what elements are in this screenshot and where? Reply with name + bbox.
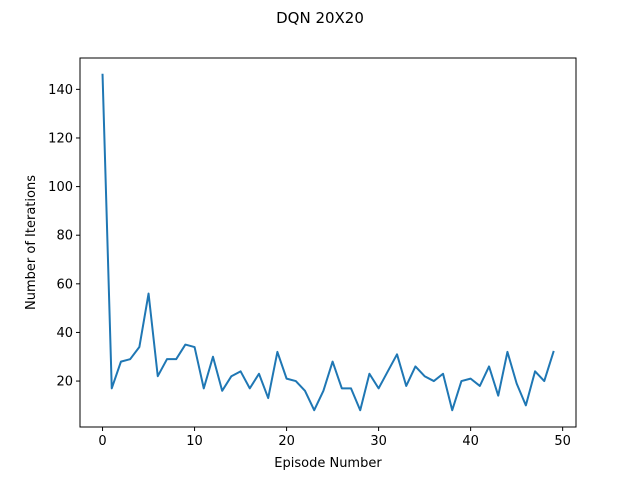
data-point	[102, 74, 104, 76]
data-point	[359, 409, 361, 411]
data-point	[368, 373, 370, 375]
data-point	[148, 293, 150, 295]
data-point	[543, 380, 545, 382]
data-point	[157, 375, 159, 377]
data-point	[534, 370, 536, 372]
data-point	[212, 356, 214, 358]
data-point	[267, 397, 269, 399]
data-point	[516, 382, 518, 384]
data-point	[488, 365, 490, 367]
data-point	[460, 380, 462, 382]
data-point	[470, 378, 472, 380]
data-point	[276, 351, 278, 353]
y-tick-label: 80	[56, 229, 73, 244]
data-point	[451, 409, 453, 411]
y-axis-label: Number of Iterations	[24, 175, 39, 310]
data-point	[341, 387, 343, 389]
data-point	[258, 373, 260, 375]
data-point	[350, 387, 352, 389]
data-point	[552, 351, 554, 353]
data-point	[111, 387, 113, 389]
ticks-layer: 0 10 20 30 40 50 20 40 60 80 100 120 140	[48, 83, 571, 449]
series-layer	[101, 73, 555, 412]
data-point	[378, 387, 380, 389]
data-point	[387, 370, 389, 372]
data-point	[322, 390, 324, 392]
data-point	[138, 346, 140, 348]
data-point	[230, 375, 232, 377]
data-point	[249, 387, 251, 389]
data-point	[414, 365, 416, 367]
y-tick-label: 120	[48, 131, 73, 146]
x-tick-label: 20	[278, 434, 295, 449]
y-tick-label: 20	[56, 375, 73, 390]
data-point	[424, 375, 426, 377]
data-point	[313, 409, 315, 411]
data-point	[405, 385, 407, 387]
series-line	[101, 73, 555, 412]
y-tick-label: 100	[48, 180, 73, 195]
data-point	[332, 361, 334, 363]
data-point	[166, 358, 168, 360]
data-point	[442, 373, 444, 375]
x-tick-label: 10	[186, 434, 203, 449]
x-tick-label: 0	[98, 434, 106, 449]
data-point	[175, 358, 177, 360]
data-point	[194, 346, 196, 348]
data-point	[479, 385, 481, 387]
data-point	[433, 380, 435, 382]
x-tick-label: 30	[370, 434, 387, 449]
x-tick-label: 50	[554, 434, 571, 449]
data-point	[120, 361, 122, 363]
data-point	[525, 404, 527, 406]
chart-title: DQN 20X20	[276, 9, 364, 27]
data-point	[295, 380, 297, 382]
y-tick-label: 140	[48, 83, 73, 98]
x-axis-label: Episode Number	[274, 456, 382, 471]
plot-frame	[79, 57, 577, 428]
data-point	[203, 387, 205, 389]
data-point	[396, 353, 398, 355]
data-point	[506, 351, 508, 353]
y-tick-label: 40	[56, 326, 73, 341]
data-point	[286, 378, 288, 380]
data-point	[184, 344, 186, 346]
y-tick-label: 60	[56, 277, 73, 292]
data-point	[497, 395, 499, 397]
x-tick-label: 40	[462, 434, 479, 449]
data-point	[221, 390, 223, 392]
data-point	[304, 390, 306, 392]
data-point	[240, 370, 242, 372]
data-point	[129, 358, 131, 360]
